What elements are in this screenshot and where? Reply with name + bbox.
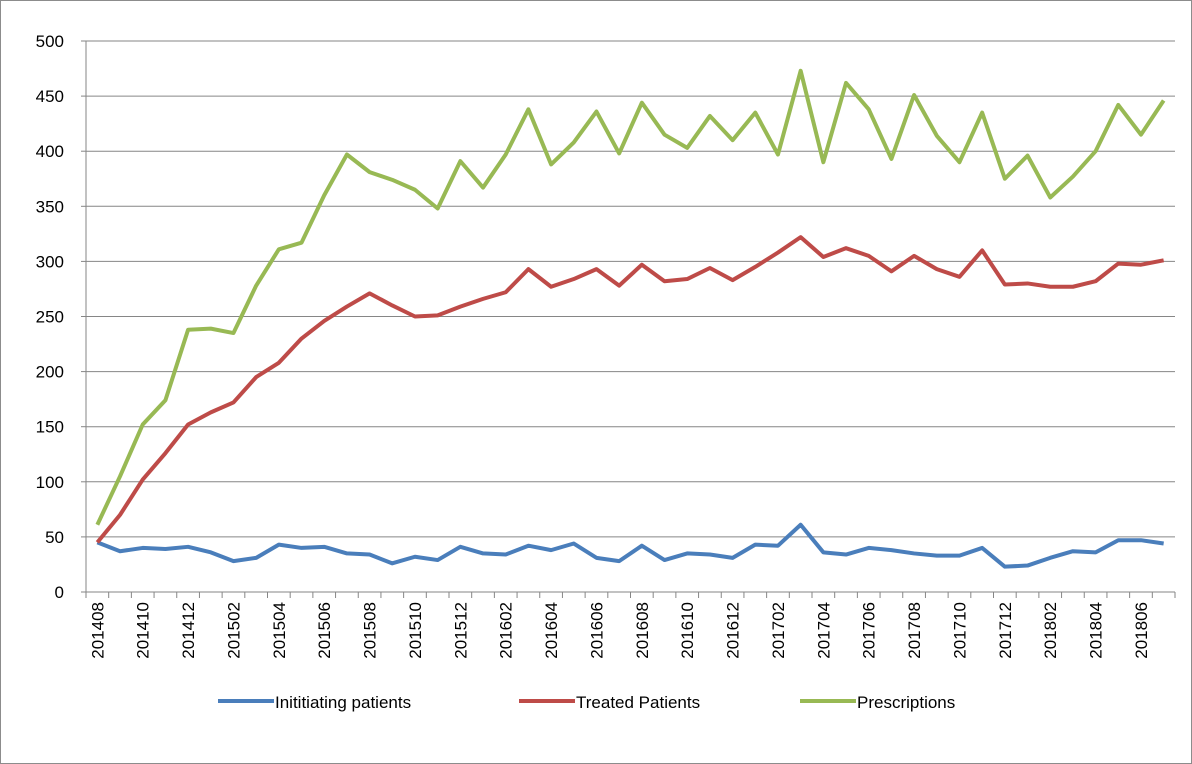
x-tick-label: 201608 [633, 602, 652, 659]
x-tick-label: 201602 [497, 602, 516, 659]
x-tick-label: 201504 [270, 602, 289, 659]
x-tick-label: 201804 [1087, 602, 1106, 659]
x-tick-label: 201512 [451, 602, 470, 659]
y-tick-label: 200 [36, 363, 64, 382]
y-tick-label: 450 [36, 87, 64, 106]
y-tick-label: 250 [36, 308, 64, 327]
y-tick-label: 50 [45, 528, 64, 547]
x-tick-label: 201604 [542, 602, 561, 659]
y-tick-label: 150 [36, 418, 64, 437]
series-line [95, 68, 1166, 526]
y-tick-label: 500 [36, 32, 64, 51]
series-line [95, 235, 1165, 544]
x-tick-label: 201706 [860, 602, 879, 659]
x-tick-label: 201710 [950, 602, 969, 659]
x-tick-label: 201408 [88, 602, 107, 659]
x-tick-label: 201508 [361, 602, 380, 659]
y-tick-label: 350 [36, 197, 64, 216]
legend-label: Treated Patients [576, 693, 700, 712]
y-tick-label: 0 [55, 583, 64, 602]
y-tick-label: 400 [36, 142, 64, 161]
y-tick-label: 300 [36, 252, 64, 271]
x-tick-label: 201610 [678, 602, 697, 659]
series-line [96, 522, 1164, 569]
x-tick-label: 201606 [587, 602, 606, 659]
legend-label: Inititiating patients [275, 693, 411, 712]
x-tick-label: 201612 [724, 602, 743, 659]
legend-label: Prescriptions [857, 693, 955, 712]
x-tick-label: 201510 [406, 602, 425, 659]
x-tick-label: 201704 [814, 602, 833, 659]
x-tick-label: 201702 [769, 602, 788, 659]
x-tick-label: 201712 [996, 602, 1015, 659]
x-tick-label: 201412 [179, 602, 198, 659]
x-tick-label: 201410 [134, 602, 153, 659]
x-tick-label: 201502 [224, 602, 243, 659]
x-tick-label: 201708 [905, 602, 924, 659]
y-tick-label: 100 [36, 473, 64, 492]
x-tick-label: 201506 [315, 602, 334, 659]
x-tick-label: 201806 [1132, 602, 1151, 659]
x-tick-label: 201802 [1041, 602, 1060, 659]
